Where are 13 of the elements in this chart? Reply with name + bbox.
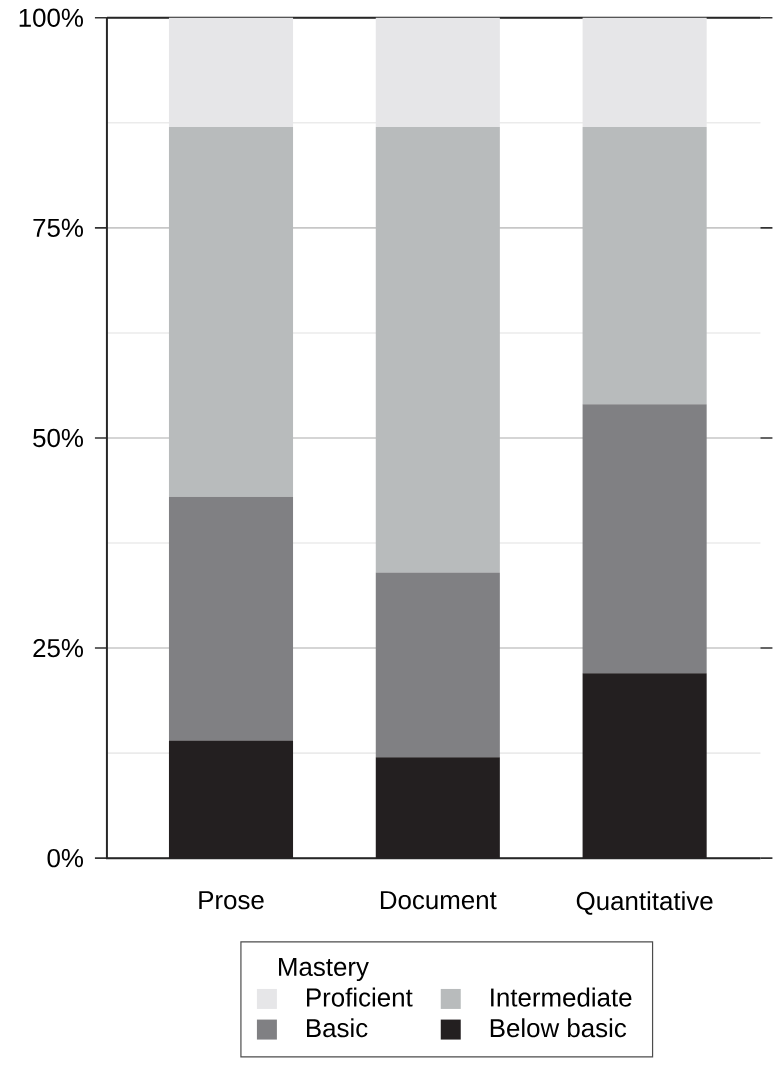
y-tick-label: 25%	[33, 638, 83, 658]
legend-label: Basic	[306, 1018, 368, 1038]
legend-label: Below basic	[490, 1018, 626, 1038]
y-tick-label: 75%	[33, 218, 83, 237]
legend-label: Intermediate	[491, 987, 632, 1007]
y-tick-label: 100%	[19, 8, 83, 27]
legend-label: Proficient	[306, 987, 413, 1007]
y-tick-label: 0%	[47, 848, 83, 868]
y-tick-label: 50%	[33, 428, 83, 448]
x-tick-label: Document	[380, 891, 497, 910]
x-tick-label: Prose	[199, 891, 264, 910]
x-tick-label: Quantitative	[576, 891, 713, 915]
legend-title: Mastery	[278, 957, 369, 982]
